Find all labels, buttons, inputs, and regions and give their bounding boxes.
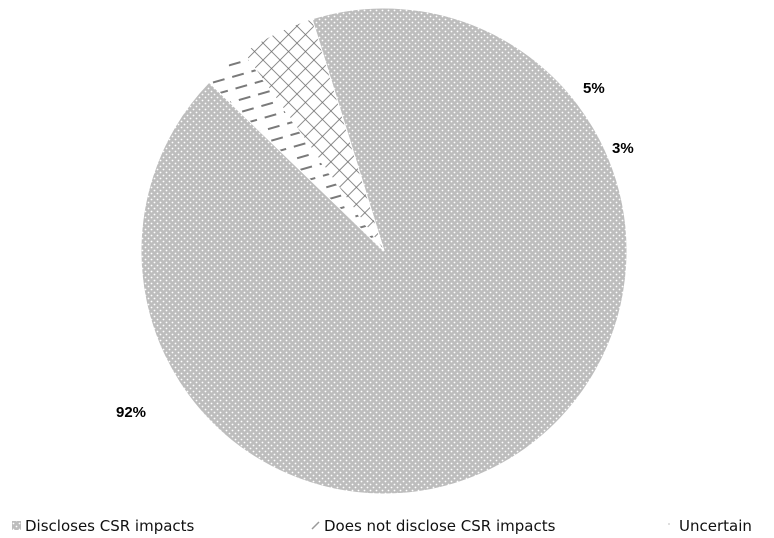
data-label-1: 92% bbox=[116, 404, 146, 421]
legend-swatch-mark-2 bbox=[311, 521, 320, 530]
pie-data-labels: 92% 3% 5% bbox=[116, 80, 634, 421]
legend-label-1: Discloses CSR impacts bbox=[25, 517, 195, 535]
data-label-2: 3% bbox=[612, 140, 634, 157]
legend-label-2: Does not disclose CSR impacts bbox=[324, 517, 556, 535]
pie-slice-3 bbox=[243, 18, 385, 252]
legend-item-1: Discloses CSR impacts bbox=[12, 517, 195, 535]
data-label-3: 5% bbox=[583, 80, 605, 97]
legend: Discloses CSR impacts Does not disclose C… bbox=[12, 517, 752, 535]
legend-swatch-3 bbox=[666, 521, 675, 530]
legend-label-3: Uncertain bbox=[679, 517, 752, 535]
legend-item-2: Does not disclose CSR impacts bbox=[311, 517, 556, 535]
legend-swatch-1 bbox=[12, 521, 21, 530]
pie-slices bbox=[140, 7, 628, 495]
legend-swatch-mark-3 bbox=[668, 523, 670, 525]
legend-item-3: Uncertain bbox=[666, 517, 752, 535]
